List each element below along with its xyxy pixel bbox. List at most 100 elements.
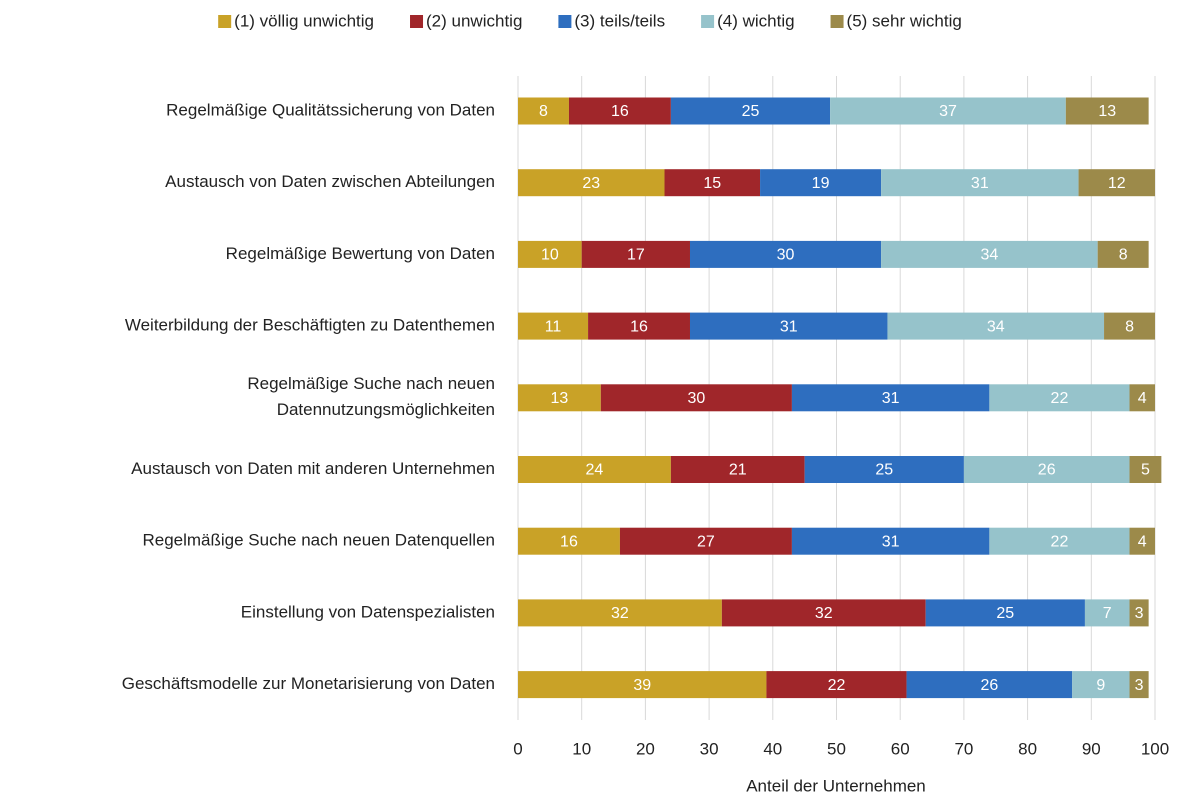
data-label: 12	[1108, 175, 1126, 192]
bar-segment	[1129, 456, 1162, 483]
legend-label: (1) völlig unwichtig	[234, 11, 374, 30]
bar-segment	[689, 240, 882, 268]
bar-segment	[1129, 527, 1155, 555]
data-label: 26	[1038, 462, 1056, 479]
data-label: 32	[611, 605, 629, 622]
bar-segment	[588, 312, 690, 340]
data-label: 24	[586, 462, 604, 479]
bar-segment	[963, 456, 1130, 483]
bar-segment	[760, 169, 882, 197]
bar-segment	[664, 169, 761, 197]
bar-segment	[518, 97, 569, 125]
bar-segment	[518, 671, 767, 699]
x-tick-label: 60	[891, 739, 910, 758]
bar-segment	[518, 527, 620, 555]
data-label: 8	[539, 103, 548, 120]
data-label: 19	[812, 175, 830, 192]
x-tick-label: 50	[827, 739, 846, 758]
legend: (1) völlig unwichtig (2) unwichtig (3) tei…	[218, 11, 962, 30]
x-tick-label: 100	[1141, 739, 1169, 758]
data-label: 23	[582, 175, 600, 192]
data-label: 16	[611, 103, 629, 120]
legend-swatch	[701, 15, 715, 28]
data-label: 15	[703, 175, 721, 192]
data-label: 8	[1119, 247, 1128, 264]
y-tick-label: Regelmäßige Suche nach neuen Datenquelle…	[142, 531, 495, 550]
bar-segment	[906, 671, 1073, 699]
data-label: 17	[627, 247, 645, 264]
data-label: 32	[815, 605, 833, 622]
data-label: 22	[1051, 390, 1069, 407]
bar-segment	[518, 384, 601, 412]
y-tick-label: Einstellung von Datenspezialisten	[241, 602, 495, 621]
x-axis-title: Anteil der Unternehmen	[746, 776, 926, 795]
bar-segment	[518, 169, 665, 197]
data-label: 25	[875, 462, 893, 479]
bar-segment	[989, 527, 1130, 555]
bar-segment	[581, 240, 690, 268]
data-label: 3	[1135, 605, 1144, 622]
data-label: 31	[882, 533, 900, 550]
bar-segment	[518, 240, 582, 268]
bar-segment	[1084, 599, 1130, 627]
data-label: 25	[742, 103, 760, 120]
legend-label: (3) teils/teils	[574, 11, 665, 30]
bar-segment	[989, 384, 1130, 412]
bar-segment	[619, 527, 792, 555]
bar-segment	[670, 97, 831, 125]
x-tick-label: 10	[572, 739, 591, 758]
bar-segment	[1129, 384, 1155, 412]
data-label: 13	[551, 390, 569, 407]
bar-segment	[689, 312, 888, 340]
x-tick-label: 40	[763, 739, 782, 758]
bar-segment	[1104, 312, 1155, 340]
data-label: 22	[828, 677, 846, 694]
bar-segment	[1129, 599, 1149, 627]
data-label: 31	[780, 318, 798, 335]
data-label: 27	[697, 533, 715, 550]
bar-segment	[881, 169, 1079, 197]
y-tick-label: Austausch von Daten zwischen Abteilungen	[165, 172, 495, 191]
bar-segment	[518, 456, 671, 483]
y-tick-label: Regelmäßige Bewertung von Daten	[226, 244, 495, 263]
bar-segment	[766, 671, 907, 699]
data-label: 30	[687, 390, 705, 407]
data-label: 3	[1135, 677, 1144, 694]
x-tick-label: 90	[1082, 739, 1101, 758]
data-label: 16	[630, 318, 648, 335]
data-label: 22	[1051, 533, 1069, 550]
legend-swatch	[410, 15, 424, 28]
bar-segment	[600, 384, 792, 412]
x-tick-label: 80	[1018, 739, 1037, 758]
legend-label: (4) wichtig	[717, 11, 794, 30]
x-tick-label: 20	[636, 739, 655, 758]
data-label: 4	[1138, 533, 1147, 550]
y-tick-label: Regelmäßige Qualitätssicherung von Daten	[166, 100, 495, 119]
legend-label: (2) unwichtig	[426, 11, 522, 30]
y-tick-label: Weiterbildung der Beschäftigten zu Daten…	[125, 316, 495, 335]
y-tick-label: Geschäftsmodelle zur Monetarisierung von…	[122, 674, 495, 693]
data-label: 21	[729, 462, 747, 479]
bar-segment	[1129, 671, 1149, 699]
x-tick-label: 70	[954, 739, 973, 758]
x-tick-label: 30	[700, 739, 719, 758]
bar-segment	[830, 97, 1066, 125]
bar-segment	[721, 599, 926, 627]
data-label: 13	[1098, 103, 1116, 120]
data-label: 30	[777, 247, 795, 264]
bar-segment	[1078, 169, 1155, 197]
bar-segment	[804, 456, 964, 483]
data-label: 7	[1103, 605, 1112, 622]
x-tick-label: 0	[513, 739, 522, 758]
data-label: 31	[971, 175, 989, 192]
bar-segment	[1065, 97, 1149, 125]
data-label: 8	[1125, 318, 1134, 335]
data-label: 37	[939, 103, 957, 120]
data-label: 16	[560, 533, 578, 550]
data-label: 34	[987, 318, 1005, 335]
data-label: 5	[1141, 462, 1150, 479]
bar-segment	[670, 456, 805, 483]
y-tick-label: Regelmäßige Suche nach neuen Datennutzung…	[247, 374, 495, 419]
data-label: 10	[541, 247, 559, 264]
